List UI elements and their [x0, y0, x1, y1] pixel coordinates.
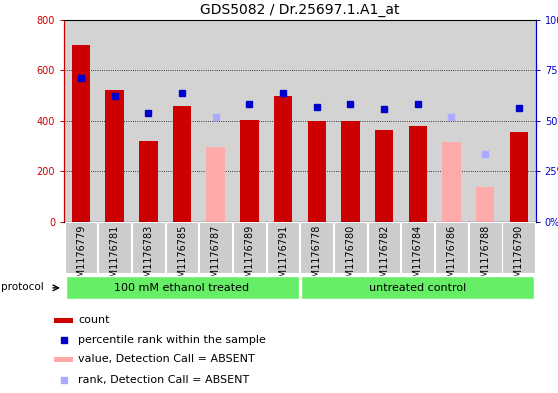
Text: GSM1176783: GSM1176783	[143, 224, 153, 290]
Bar	[132, 222, 165, 273]
Bar	[55, 357, 73, 362]
Bar	[442, 142, 461, 222]
Bar	[502, 222, 535, 273]
Bar	[105, 90, 124, 222]
Bar	[408, 126, 427, 222]
Text: percentile rank within the sample: percentile rank within the sample	[78, 335, 266, 345]
Bar	[267, 222, 300, 273]
Bar	[368, 222, 401, 273]
Bar	[206, 147, 225, 222]
Bar	[72, 45, 90, 222]
Text: GSM1176782: GSM1176782	[379, 224, 389, 290]
Bar	[435, 222, 468, 273]
Bar	[274, 95, 292, 222]
Text: GSM1176785: GSM1176785	[177, 224, 187, 290]
Bar	[65, 222, 98, 273]
Bar	[469, 222, 502, 273]
Text: GSM1176791: GSM1176791	[278, 224, 288, 290]
Bar	[334, 222, 367, 273]
Text: count: count	[78, 316, 110, 325]
Text: GSM1176779: GSM1176779	[76, 224, 86, 290]
Text: untreated control: untreated control	[369, 283, 466, 293]
Text: GSM1176789: GSM1176789	[244, 224, 254, 290]
Bar	[98, 222, 131, 273]
Bar	[341, 121, 360, 222]
Text: value, Detection Call = ABSENT: value, Detection Call = ABSENT	[78, 354, 255, 364]
Text: GSM1176790: GSM1176790	[514, 224, 524, 290]
Text: GSM1176778: GSM1176778	[312, 224, 322, 290]
Bar	[55, 318, 73, 323]
Bar	[401, 222, 434, 273]
Text: GSM1176786: GSM1176786	[446, 224, 456, 290]
Bar	[476, 187, 494, 222]
Text: GSM1176788: GSM1176788	[480, 224, 490, 290]
Bar	[301, 276, 534, 299]
Text: GSM1176780: GSM1176780	[345, 224, 355, 290]
Bar	[66, 276, 299, 299]
Bar	[300, 222, 333, 273]
Text: GSM1176781: GSM1176781	[110, 224, 119, 290]
Text: rank, Detection Call = ABSENT: rank, Detection Call = ABSENT	[78, 375, 249, 385]
Text: GSM1176784: GSM1176784	[413, 224, 423, 290]
Text: GSM1176787: GSM1176787	[211, 224, 221, 290]
Bar	[307, 121, 326, 222]
Bar	[233, 222, 266, 273]
Bar	[166, 222, 199, 273]
Bar	[240, 119, 259, 222]
Bar	[173, 106, 191, 222]
Text: 100 mM ethanol treated: 100 mM ethanol treated	[114, 283, 249, 293]
Title: GDS5082 / Dr.25697.1.A1_at: GDS5082 / Dr.25697.1.A1_at	[200, 3, 400, 17]
Bar	[509, 132, 528, 222]
Text: protocol: protocol	[1, 282, 44, 292]
Bar	[199, 222, 232, 273]
Bar	[139, 141, 157, 222]
Bar	[375, 130, 393, 222]
